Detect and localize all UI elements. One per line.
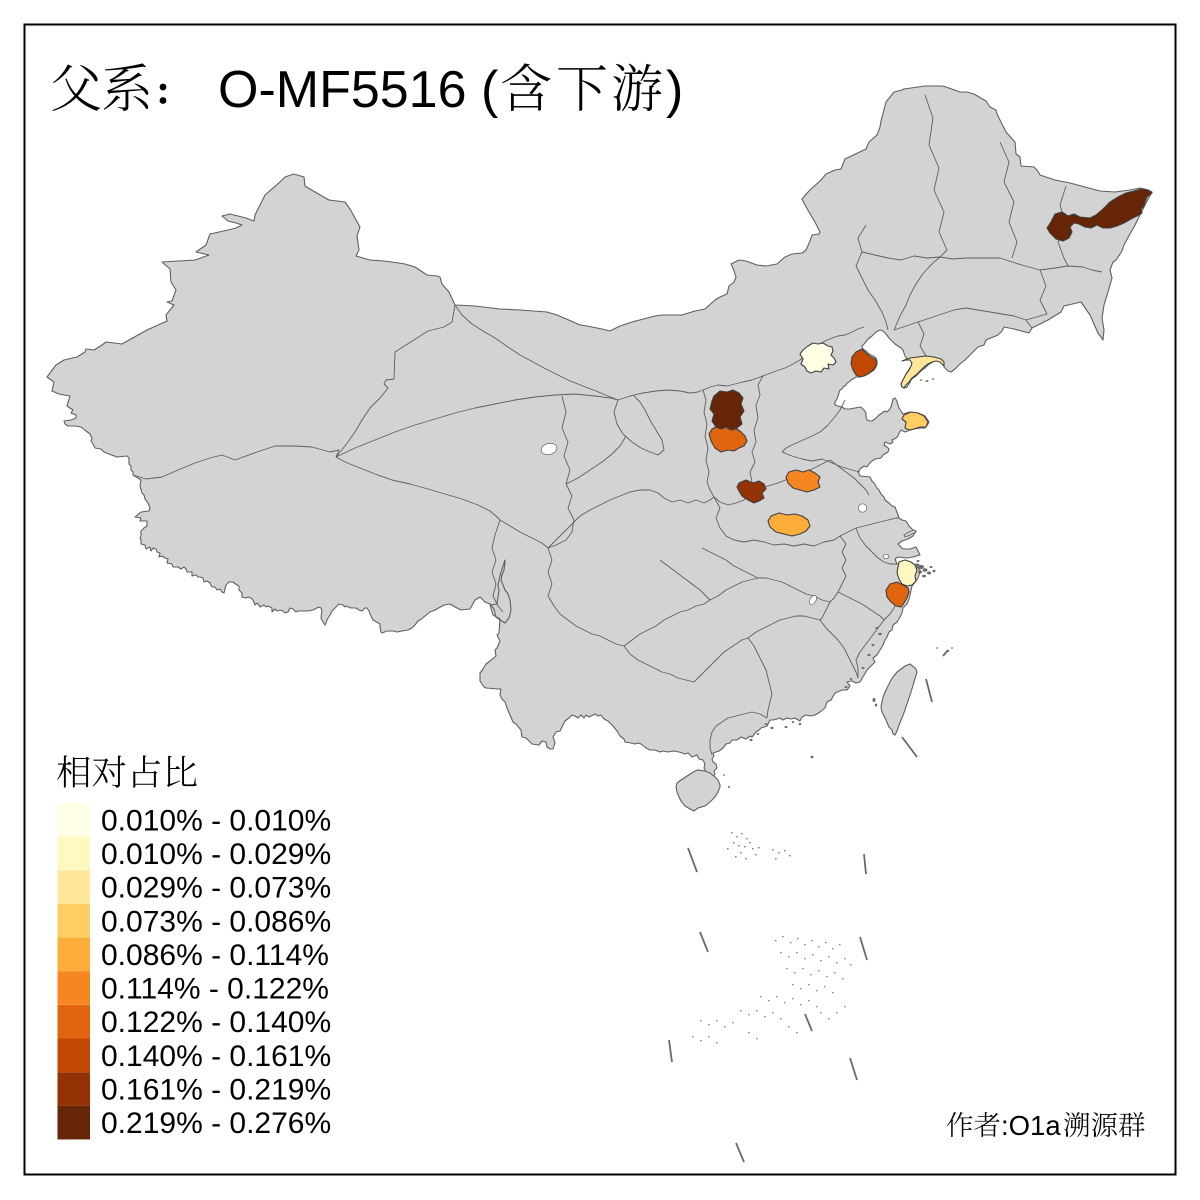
svg-text:0.219% - 0.276%: 0.219% - 0.276%: [101, 1107, 331, 1140]
svg-text:0.161% - 0.219%: 0.161% - 0.219%: [101, 1074, 331, 1107]
svg-text:0.122% - 0.140%: 0.122% - 0.140%: [101, 1006, 331, 1039]
svg-text:0.140% - 0.161%: 0.140% - 0.161%: [101, 1040, 331, 1073]
svg-text:0.114% - 0.122%: 0.114% - 0.122%: [101, 973, 329, 1006]
svg-text:): ): [666, 61, 683, 119]
svg-text:0.010% - 0.010%: 0.010% - 0.010%: [101, 804, 331, 837]
svg-text:O-MF5516 (: O-MF5516 (: [218, 61, 499, 119]
svg-text::O1a: :O1a: [1001, 1110, 1061, 1141]
svg-text:0.010% - 0.029%: 0.010% - 0.029%: [101, 838, 331, 871]
svg-text:0.086% - 0.114%: 0.086% - 0.114%: [101, 939, 329, 972]
svg-text:0.029% - 0.073%: 0.029% - 0.073%: [101, 872, 331, 905]
svg-text:0.073% - 0.086%: 0.073% - 0.086%: [101, 905, 331, 938]
